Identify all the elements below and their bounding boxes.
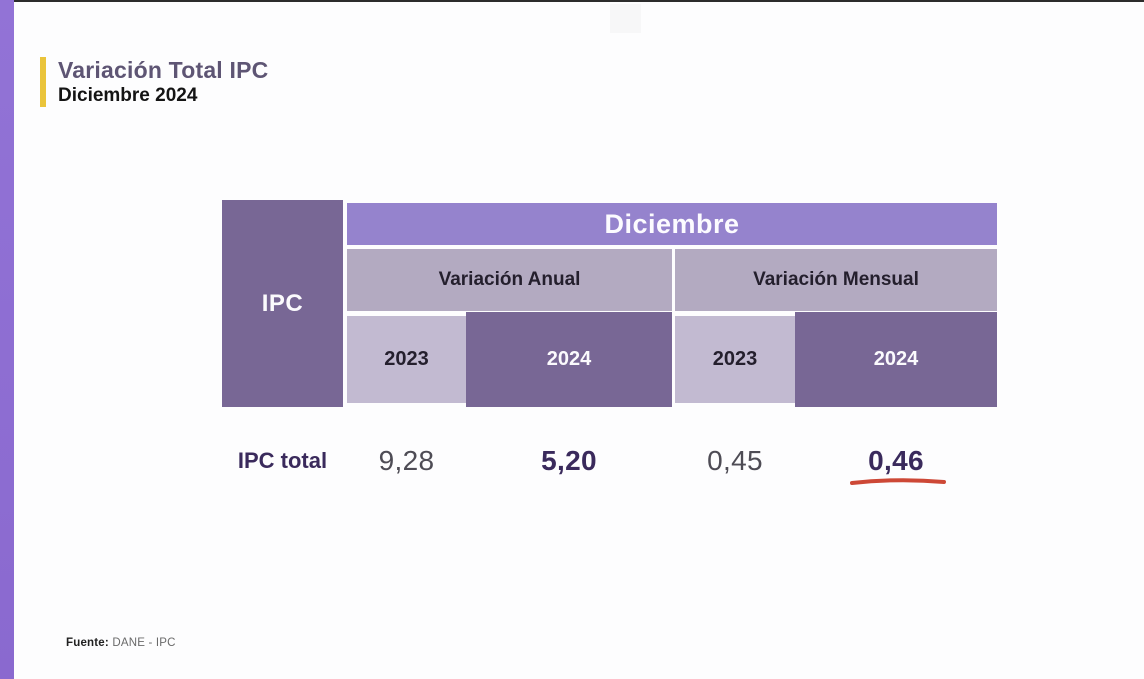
year-header-anual-2024: 2024 [466,312,672,407]
slide-title: Variación Total IPC [58,57,269,83]
value-anual-2024: 5,20 [541,445,597,476]
value-mensual-2024: 0,46 [868,445,924,476]
value-anual-2023: 9,28 [378,445,435,476]
red-underline-annotation [850,478,946,485]
year-header-mensual-2024: 2024 [795,312,997,407]
table-month-header: Diciembre [347,203,997,245]
source-value: DANE - IPC [112,637,176,649]
top-edge-strip [0,0,1144,2]
slide-header: Variación Total IPC Diciembre 2024 [40,57,268,107]
faint-artifact-box [610,4,641,33]
left-accent-bar [0,0,14,679]
group-header-variacion-mensual: Variación Mensual [675,249,997,311]
source-note: Fuente: DANE - IPC [66,637,176,649]
title-accent-marker [40,57,46,107]
year-header-anual-2023: 2023 [347,316,466,403]
year-header-mensual-2023: 2023 [675,316,795,403]
value-mensual-2023: 0,45 [707,445,763,476]
table-corner-header: IPC [222,200,343,407]
source-label: Fuente: [66,637,109,649]
row-label-ipc-total: IPC total [237,448,328,473]
slide-subtitle: Diciembre 2024 [58,85,198,106]
group-header-variacion-anual: Variación Anual [347,249,672,311]
